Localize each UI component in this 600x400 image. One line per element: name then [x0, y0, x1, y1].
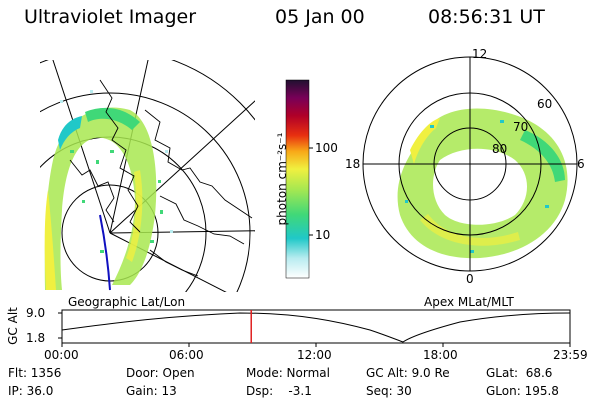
status-glon: GLon: 195.8 [486, 384, 559, 398]
mlt-label-12: 12 [472, 47, 488, 61]
mlat-label-60: 60 [537, 97, 553, 111]
status-ip: IP: 36.0 [8, 384, 54, 398]
status-door: Door: Open [126, 366, 195, 380]
geographic-map [40, 60, 255, 292]
colorbar-tick-100: 100 [315, 141, 338, 155]
status-flt: Flt: 1356 [8, 366, 62, 380]
altitude-plot [58, 309, 571, 347]
status-dsp: Dsp: -3.1 [246, 384, 312, 398]
right-map-caption: Apex MLat/MLT [424, 295, 514, 309]
altitude-ylabel: GC Alt [6, 307, 20, 345]
altitude-xtick-1200: 12:00 [297, 348, 332, 362]
altitude-xtick-0000: 00:00 [44, 348, 79, 362]
left-map-caption: Geographic Lat/Lon [68, 295, 186, 309]
altitude-xtick-2359: 23:59 [553, 348, 588, 362]
satellite-track [99, 214, 111, 291]
altitude-xtick-1800: 18:00 [423, 348, 458, 362]
status-gc-alt: GC Alt: 9.0 Re [366, 366, 450, 380]
mlt-label-18: 18 [345, 157, 361, 171]
instrument-title: Ultraviolet Imager [24, 6, 197, 28]
mlat-label-80: 80 [492, 142, 508, 156]
colorbar-tick-10: 10 [315, 228, 331, 242]
status-mode: Mode: Normal [246, 366, 330, 380]
altitude-ytick-1.8: 1.8 [26, 331, 46, 345]
image-time: 08:56:31 UT [428, 6, 545, 28]
mlat-mlt-map [362, 56, 578, 272]
mlt-label-0: 0 [466, 272, 474, 286]
coastlines [69, 79, 253, 277]
aurora-emission-polar [397, 108, 568, 259]
aurora-emission-geographic [44, 90, 173, 291]
status-gain: Gain: 13 [126, 384, 177, 398]
mlt-label-6: 6 [577, 157, 585, 171]
mlat-label-70: 70 [513, 120, 529, 134]
altitude-xtick-0600: 06:00 [169, 348, 204, 362]
colorbar-unit-label: photon cm⁻²s⁻¹ [275, 132, 289, 226]
image-date: 05 Jan 00 [275, 6, 365, 28]
status-seq: Seq: 30 [366, 384, 412, 398]
status-glat: GLat: 68.6 [486, 366, 553, 380]
altitude-curve [61, 312, 571, 343]
altitude-ytick-9: 9.0 [26, 306, 46, 320]
colorbar [285, 79, 313, 279]
